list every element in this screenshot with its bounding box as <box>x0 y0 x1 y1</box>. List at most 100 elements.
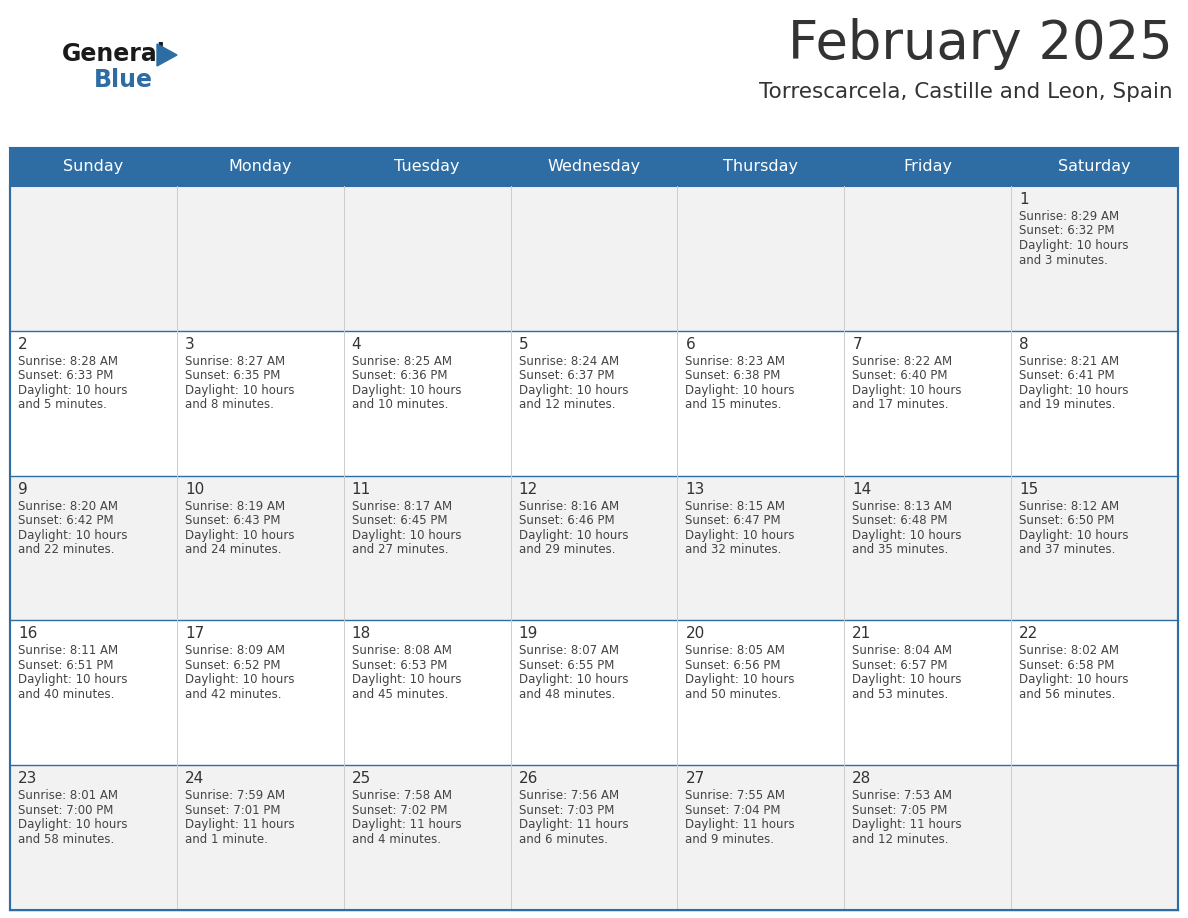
Text: Daylight: 10 hours: Daylight: 10 hours <box>185 529 295 542</box>
Text: and 32 minutes.: and 32 minutes. <box>685 543 782 556</box>
Text: Sunset: 6:56 PM: Sunset: 6:56 PM <box>685 659 781 672</box>
Text: 15: 15 <box>1019 482 1038 497</box>
Text: Daylight: 10 hours: Daylight: 10 hours <box>1019 239 1129 252</box>
Text: 23: 23 <box>18 771 37 786</box>
Text: 11: 11 <box>352 482 371 497</box>
Text: Sunrise: 8:11 AM: Sunrise: 8:11 AM <box>18 644 118 657</box>
Text: and 10 minutes.: and 10 minutes. <box>352 398 448 411</box>
Text: Daylight: 10 hours: Daylight: 10 hours <box>18 674 127 687</box>
Bar <box>845 186 1011 330</box>
Text: Tuesday: Tuesday <box>394 160 460 174</box>
Text: Sunset: 6:37 PM: Sunset: 6:37 PM <box>519 369 614 382</box>
Text: and 4 minutes.: and 4 minutes. <box>352 833 441 845</box>
Bar <box>511 621 677 766</box>
Text: Torrescarcela, Castille and Leon, Spain: Torrescarcela, Castille and Leon, Spain <box>759 82 1173 102</box>
Text: and 35 minutes.: and 35 minutes. <box>852 543 948 556</box>
Text: 22: 22 <box>1019 626 1038 642</box>
Text: 16: 16 <box>18 626 37 642</box>
Text: Sunrise: 8:09 AM: Sunrise: 8:09 AM <box>185 644 285 657</box>
Bar <box>10 476 177 621</box>
Text: Sunset: 6:36 PM: Sunset: 6:36 PM <box>352 369 447 382</box>
Text: 19: 19 <box>519 626 538 642</box>
Text: Daylight: 10 hours: Daylight: 10 hours <box>352 529 461 542</box>
Polygon shape <box>157 44 177 66</box>
Bar <box>1011 186 1178 330</box>
Text: and 15 minutes.: and 15 minutes. <box>685 398 782 411</box>
Text: Sunset: 6:41 PM: Sunset: 6:41 PM <box>1019 369 1114 382</box>
Text: Sunrise: 8:15 AM: Sunrise: 8:15 AM <box>685 499 785 512</box>
Text: Sunset: 6:33 PM: Sunset: 6:33 PM <box>18 369 113 382</box>
Bar <box>10 330 177 476</box>
Text: and 12 minutes.: and 12 minutes. <box>519 398 615 411</box>
Text: and 58 minutes.: and 58 minutes. <box>18 833 114 845</box>
Text: and 56 minutes.: and 56 minutes. <box>1019 688 1116 701</box>
Bar <box>511 476 677 621</box>
Text: Sunrise: 7:55 AM: Sunrise: 7:55 AM <box>685 789 785 802</box>
Text: 4: 4 <box>352 337 361 352</box>
Text: Daylight: 10 hours: Daylight: 10 hours <box>352 674 461 687</box>
Bar <box>10 766 177 910</box>
Text: Blue: Blue <box>94 68 153 92</box>
Text: Sunset: 7:01 PM: Sunset: 7:01 PM <box>185 803 280 817</box>
Text: and 3 minutes.: and 3 minutes. <box>1019 253 1108 266</box>
Text: Daylight: 10 hours: Daylight: 10 hours <box>1019 674 1129 687</box>
Text: Sunrise: 8:07 AM: Sunrise: 8:07 AM <box>519 644 619 657</box>
Bar <box>1011 476 1178 621</box>
Bar <box>845 766 1011 910</box>
Bar <box>1011 621 1178 766</box>
Bar <box>10 148 1178 186</box>
Text: Sunrise: 8:23 AM: Sunrise: 8:23 AM <box>685 354 785 368</box>
Text: Sunrise: 8:08 AM: Sunrise: 8:08 AM <box>352 644 451 657</box>
Text: Sunrise: 8:27 AM: Sunrise: 8:27 AM <box>185 354 285 368</box>
Bar <box>177 476 343 621</box>
Text: Daylight: 10 hours: Daylight: 10 hours <box>1019 529 1129 542</box>
Text: and 1 minute.: and 1 minute. <box>185 833 267 845</box>
Text: Sunrise: 8:16 AM: Sunrise: 8:16 AM <box>519 499 619 512</box>
Text: 14: 14 <box>852 482 872 497</box>
Bar <box>677 621 845 766</box>
Bar <box>177 621 343 766</box>
Bar <box>177 330 343 476</box>
Text: and 5 minutes.: and 5 minutes. <box>18 398 107 411</box>
Text: 3: 3 <box>185 337 195 352</box>
Text: February 2025: February 2025 <box>789 18 1173 70</box>
Text: 18: 18 <box>352 626 371 642</box>
Text: and 45 minutes.: and 45 minutes. <box>352 688 448 701</box>
Text: Daylight: 10 hours: Daylight: 10 hours <box>185 674 295 687</box>
Text: Daylight: 10 hours: Daylight: 10 hours <box>1019 384 1129 397</box>
Text: Sunrise: 8:19 AM: Sunrise: 8:19 AM <box>185 499 285 512</box>
Text: Sunset: 6:57 PM: Sunset: 6:57 PM <box>852 659 948 672</box>
Text: Daylight: 11 hours: Daylight: 11 hours <box>185 818 295 831</box>
Text: and 53 minutes.: and 53 minutes. <box>852 688 948 701</box>
Text: Daylight: 10 hours: Daylight: 10 hours <box>852 529 962 542</box>
Text: Sunrise: 8:13 AM: Sunrise: 8:13 AM <box>852 499 953 512</box>
Text: 1: 1 <box>1019 192 1029 207</box>
Text: 13: 13 <box>685 482 704 497</box>
Text: and 48 minutes.: and 48 minutes. <box>519 688 615 701</box>
Text: Daylight: 11 hours: Daylight: 11 hours <box>852 818 962 831</box>
Bar <box>343 330 511 476</box>
Text: Daylight: 10 hours: Daylight: 10 hours <box>685 384 795 397</box>
Text: and 12 minutes.: and 12 minutes. <box>852 833 949 845</box>
Text: Friday: Friday <box>903 160 953 174</box>
Text: Sunrise: 8:28 AM: Sunrise: 8:28 AM <box>18 354 118 368</box>
Bar <box>177 186 343 330</box>
Text: and 9 minutes.: and 9 minutes. <box>685 833 775 845</box>
Bar <box>677 186 845 330</box>
Text: Sunrise: 8:29 AM: Sunrise: 8:29 AM <box>1019 210 1119 223</box>
Bar <box>1011 766 1178 910</box>
Text: 6: 6 <box>685 337 695 352</box>
Text: Sunset: 6:42 PM: Sunset: 6:42 PM <box>18 514 114 527</box>
Bar <box>511 186 677 330</box>
Text: Sunrise: 7:56 AM: Sunrise: 7:56 AM <box>519 789 619 802</box>
Text: 27: 27 <box>685 771 704 786</box>
Text: Sunrise: 8:24 AM: Sunrise: 8:24 AM <box>519 354 619 368</box>
Text: 25: 25 <box>352 771 371 786</box>
Text: Daylight: 10 hours: Daylight: 10 hours <box>519 674 628 687</box>
Text: Sunrise: 8:22 AM: Sunrise: 8:22 AM <box>852 354 953 368</box>
Text: Daylight: 11 hours: Daylight: 11 hours <box>685 818 795 831</box>
Text: 10: 10 <box>185 482 204 497</box>
Text: Sunday: Sunday <box>63 160 124 174</box>
Bar <box>177 766 343 910</box>
Text: and 22 minutes.: and 22 minutes. <box>18 543 114 556</box>
